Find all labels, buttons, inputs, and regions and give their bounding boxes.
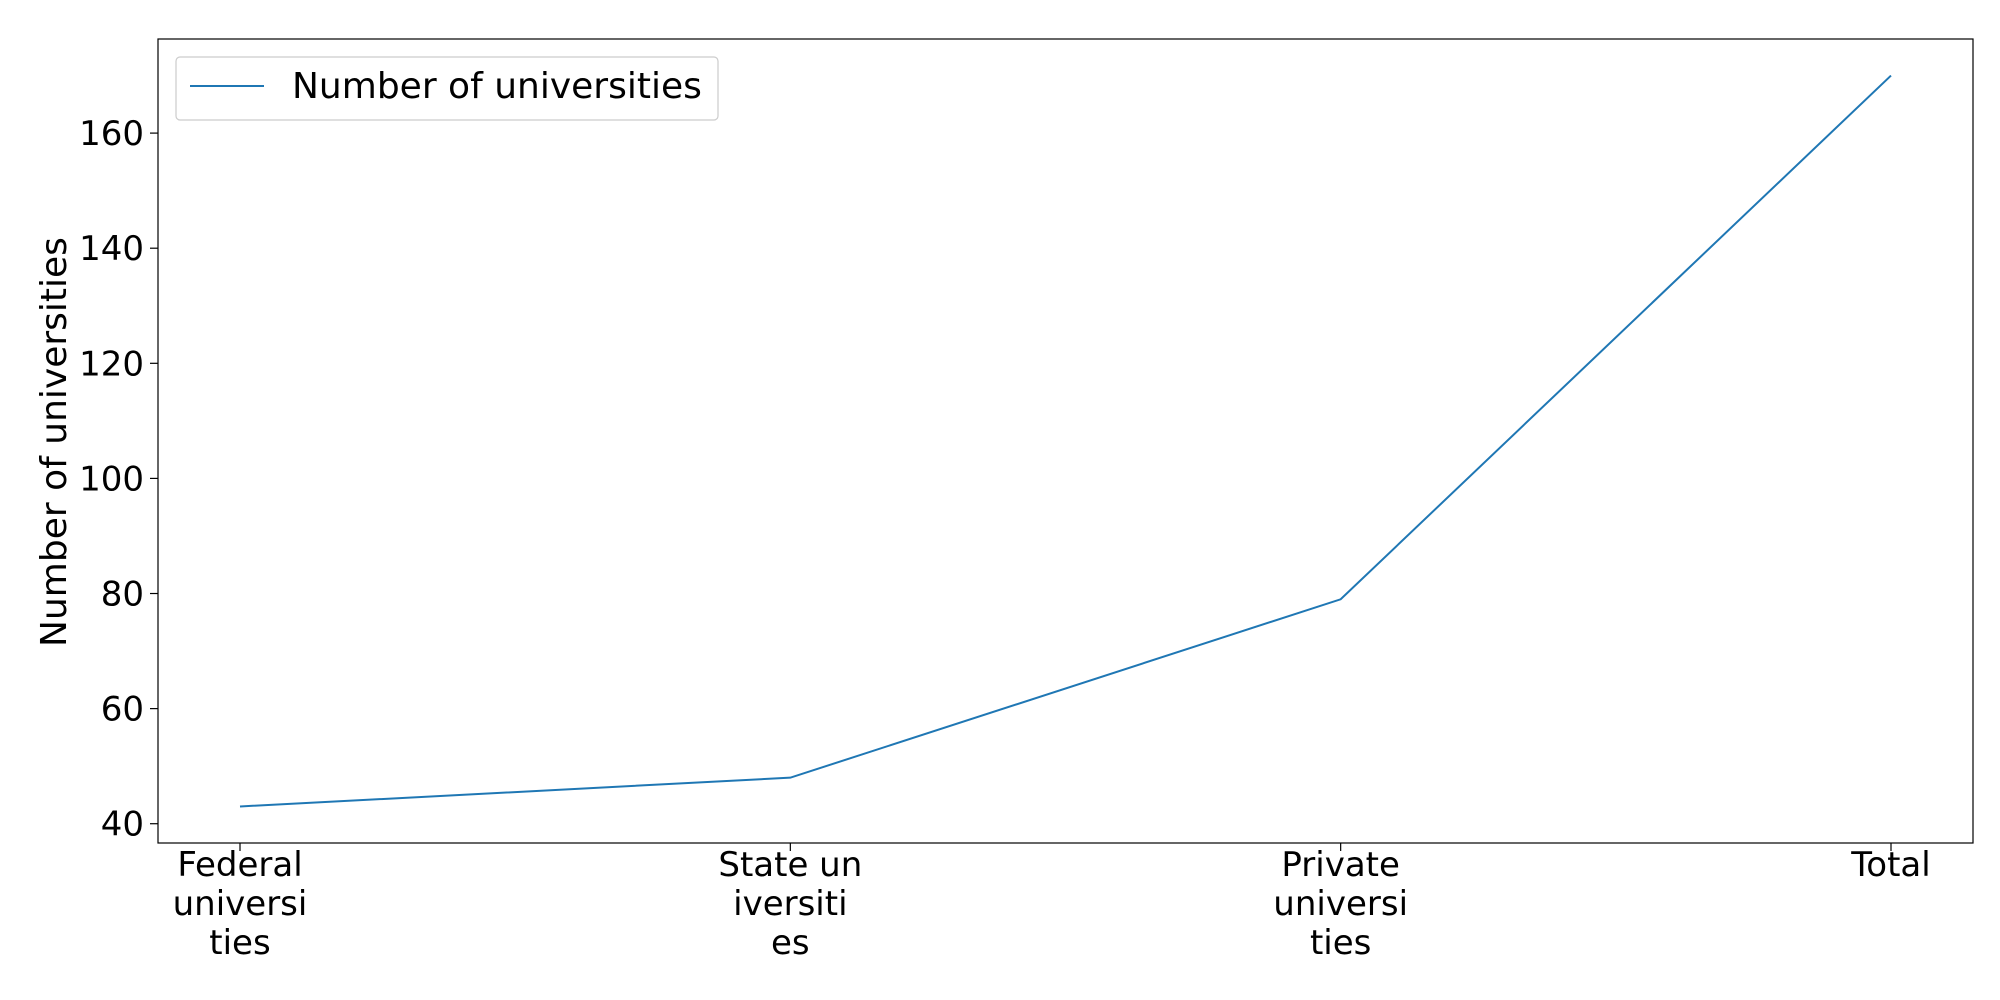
y-tick-label: 80 xyxy=(101,575,144,615)
x-tick-label-line: ties xyxy=(1310,923,1371,963)
x-tick-label-line: Total xyxy=(1850,845,1930,885)
legend: Number of universities xyxy=(175,56,719,121)
y-tick-label: 120 xyxy=(79,344,144,384)
legend-label: Number of universities xyxy=(292,66,702,107)
x-tick-label-line: ties xyxy=(209,923,270,963)
series-layer xyxy=(239,74,1892,808)
x-tick-label: Federal universi ties xyxy=(173,845,308,963)
y-tick-label: 100 xyxy=(79,459,144,499)
plot-area xyxy=(157,38,1974,844)
y-axis: 40 60 80 100 120 140 160 xyxy=(79,114,158,845)
legend-box xyxy=(175,56,719,121)
y-tick-label: 160 xyxy=(79,114,144,154)
x-tick-label-line: universi xyxy=(1273,884,1408,924)
x-tick-label: State un iversiti es xyxy=(718,845,862,963)
plot-frame xyxy=(157,38,1974,844)
series-line xyxy=(239,74,1892,808)
x-tick-label: Total xyxy=(1850,845,1930,885)
y-tick-label: 40 xyxy=(101,805,144,845)
y-axis-title: Number of universities xyxy=(34,237,75,647)
y-tick-label: 140 xyxy=(79,229,144,269)
x-tick-label-line: es xyxy=(771,923,810,963)
y-tick-label: 60 xyxy=(101,690,144,730)
x-tick-label: Private universi ties xyxy=(1273,845,1408,963)
x-tick-label-line: Private xyxy=(1281,845,1400,885)
x-tick-label-line: universi xyxy=(173,884,308,924)
x-tick-label-line: iversiti xyxy=(733,884,847,924)
x-tick-label-line: Federal xyxy=(177,845,302,885)
x-tick-label-line: State un xyxy=(718,845,862,885)
